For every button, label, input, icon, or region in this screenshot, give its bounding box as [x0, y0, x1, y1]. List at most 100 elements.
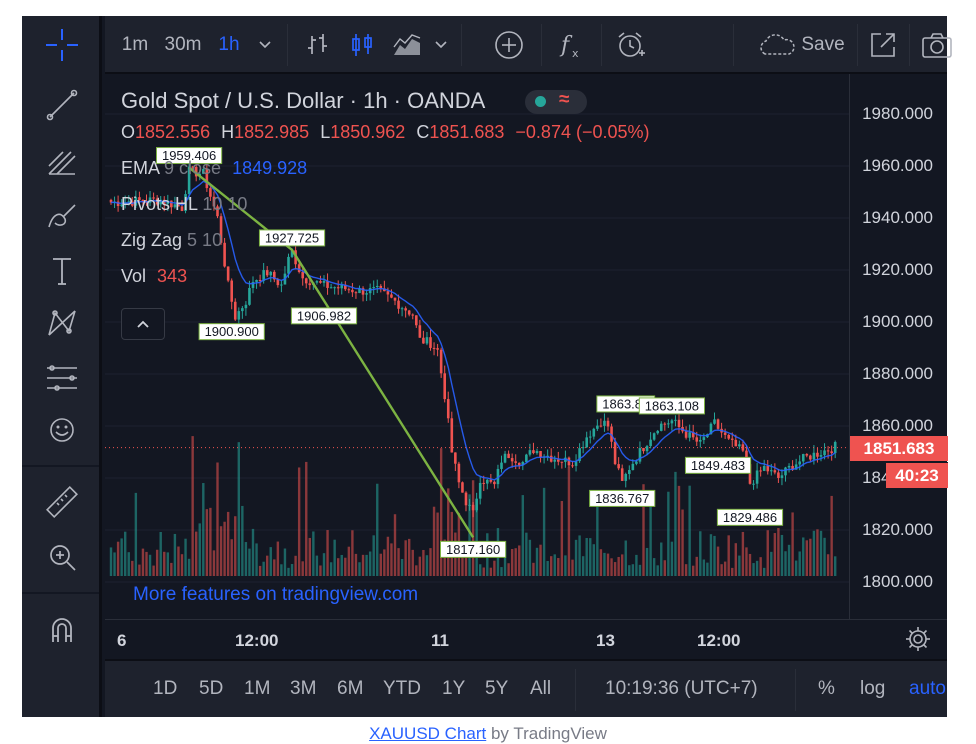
candle-body — [290, 250, 294, 257]
volume-bar — [248, 548, 251, 576]
candle-body — [752, 483, 755, 485]
popout-icon[interactable] — [863, 30, 903, 60]
time-axis[interactable]: 6 12:00 11 13 12:00 — [105, 619, 947, 659]
log-scale-button[interactable]: log — [860, 678, 886, 699]
candle-body — [784, 467, 787, 476]
chevron-down-icon[interactable] — [255, 30, 275, 60]
range-3m-button[interactable]: 3M — [290, 678, 317, 699]
candle-body — [375, 285, 379, 288]
volume-bar — [297, 467, 301, 576]
area-style-icon[interactable] — [389, 30, 425, 60]
fib-retracement-icon[interactable] — [42, 144, 82, 178]
volume-bar — [404, 540, 407, 576]
volume-bar — [787, 544, 791, 576]
ohlc-row: O1852.556 H1852.985 L1850.962 C1851.683 … — [121, 122, 650, 143]
volume-bar — [205, 509, 209, 576]
indicator-volume[interactable]: Vol 343 — [121, 266, 187, 287]
magnet-icon[interactable] — [42, 614, 82, 648]
volume-bar — [692, 565, 695, 576]
interval-1h-button[interactable]: 1h — [218, 34, 240, 55]
candle-body — [617, 464, 620, 469]
price-axis[interactable]: 1980.000 1960.000 1940.000 1920.000 1900… — [849, 74, 948, 619]
volume-bar — [464, 552, 468, 576]
chart-pane[interactable]: 1959.406 1927.725 1900.900 1906.982 1817.160… — [105, 74, 849, 619]
camera-icon[interactable] — [917, 30, 957, 60]
collapse-legend-button[interactable] — [121, 308, 165, 340]
save-button[interactable]: Save — [751, 30, 851, 60]
chevron-down-icon[interactable] — [431, 30, 451, 60]
indicator-pivots[interactable]: Pivots HL 10 10 — [121, 194, 247, 215]
high-value: 1852.985 — [234, 122, 310, 142]
candle-body — [695, 437, 699, 442]
range-1m-button[interactable]: 1M — [244, 678, 271, 699]
market-status-badge[interactable]: ≈ — [525, 89, 587, 114]
volume-bar — [230, 539, 233, 576]
svg-text:1836.767: 1836.767 — [595, 491, 649, 506]
range-6m-button[interactable]: 6M — [337, 678, 364, 699]
candle-body — [404, 308, 407, 311]
emoji-icon[interactable] — [42, 413, 82, 447]
indicator-ema[interactable]: EMA 9 close 1849.928 — [121, 158, 307, 179]
bars-style-icon[interactable] — [301, 30, 335, 60]
zoom-in-icon[interactable] — [42, 540, 82, 574]
forecast-icon[interactable] — [42, 360, 82, 394]
range-1y-button[interactable]: 1Y — [442, 678, 466, 699]
price-chart[interactable]: 1959.406 1927.725 1900.900 1906.982 1817.160… — [105, 74, 849, 619]
candles-style-icon[interactable] — [345, 30, 379, 60]
interval-1m-button[interactable]: 1m — [121, 34, 149, 55]
trend-line-icon[interactable] — [42, 88, 82, 122]
volume-bar — [255, 543, 258, 576]
indicator-zigzag[interactable]: Zig Zag 5 10 — [121, 230, 222, 251]
add-indicator-icon[interactable] — [491, 30, 527, 60]
price-tick: 1820.000 — [862, 520, 933, 539]
alarm-icon[interactable] — [611, 30, 651, 60]
interval-30m-button[interactable]: 30m — [164, 34, 202, 55]
volume-bar — [305, 461, 308, 576]
candle-body — [503, 453, 507, 463]
ruler-icon[interactable] — [42, 485, 82, 519]
candle-body — [787, 465, 791, 468]
candle-body — [645, 446, 649, 452]
volume-bar — [585, 537, 588, 576]
percent-scale-button[interactable]: % — [818, 678, 835, 699]
pattern-icon[interactable] — [42, 307, 82, 341]
text-icon[interactable] — [42, 254, 82, 288]
timezone-clock[interactable]: 10:19:36 (UTC+7) — [605, 678, 758, 699]
candle-body — [468, 504, 471, 506]
svg-text:f: f — [559, 33, 573, 58]
candle-body — [759, 470, 762, 472]
volume-bar — [390, 543, 393, 576]
range-1d-button[interactable]: 1D — [153, 678, 178, 699]
volume-bar — [752, 563, 755, 576]
range-5y-button[interactable]: 5Y — [485, 678, 509, 699]
volume-bar — [376, 483, 379, 576]
time-tick: 13 — [596, 631, 615, 650]
range-all-button[interactable]: All — [530, 678, 552, 699]
brush-icon[interactable] — [42, 199, 82, 233]
candle-body — [187, 166, 191, 195]
volume-bar — [763, 567, 766, 576]
volume-bar — [216, 462, 219, 576]
volume-bar — [510, 549, 514, 576]
promo-link[interactable]: More features on tradingview.com — [133, 584, 419, 605]
auto-scale-button[interactable]: auto — [909, 678, 946, 699]
range-ytd-button[interactable]: YTD — [383, 678, 421, 699]
volume-bar — [155, 549, 159, 576]
price-tick: 1980.000 — [862, 104, 933, 123]
candle-body — [315, 281, 319, 283]
time-tick: 12:00 — [697, 631, 741, 650]
volume-bar — [546, 560, 549, 576]
caption-symbol-link[interactable]: XAUUSD Chart — [369, 724, 487, 743]
candle-body — [606, 420, 610, 427]
indicator-name: EMA — [121, 158, 160, 178]
range-5d-button[interactable]: 5D — [199, 678, 224, 699]
indicator-name: Zig Zag — [121, 230, 183, 250]
crosshair-icon[interactable] — [42, 28, 82, 62]
indicator-value: 343 — [157, 266, 188, 286]
settings-gear-icon[interactable] — [905, 626, 931, 657]
candle-body — [219, 216, 223, 243]
candle-body — [287, 256, 290, 274]
candle-body — [336, 287, 340, 289]
toolbar-divider — [22, 465, 99, 467]
